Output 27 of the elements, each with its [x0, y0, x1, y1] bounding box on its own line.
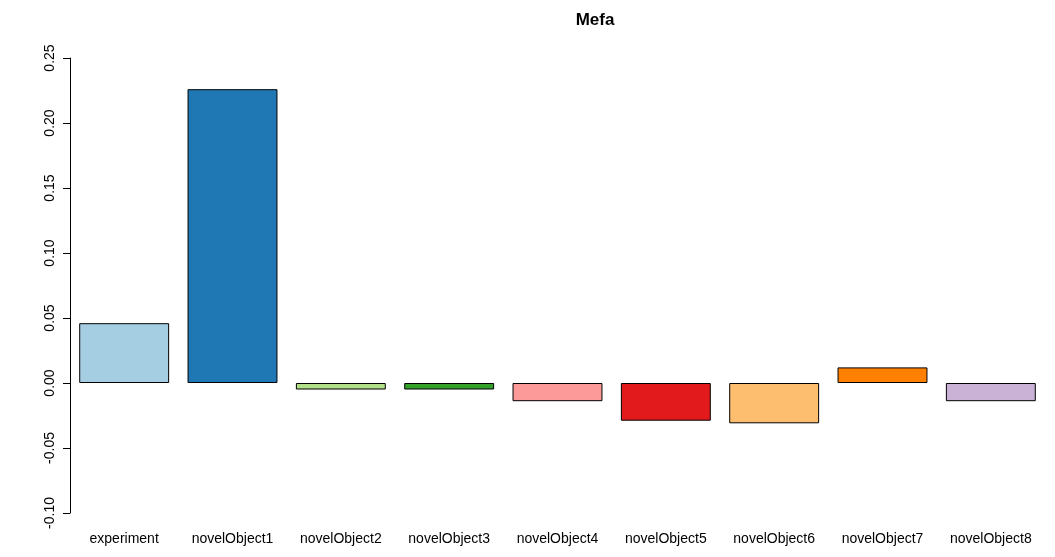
x-tick-label: novelObject2: [299, 530, 382, 546]
x-tick-label: novelObject5: [624, 530, 707, 546]
y-tick-label: 0.10: [41, 239, 57, 267]
bar: [620, 383, 711, 421]
x-tick-label: novelObject7: [841, 530, 924, 546]
chart-title: Mefa: [575, 10, 615, 29]
y-tick-label: -0.05: [41, 431, 57, 464]
x-tick-label: novelObject4: [516, 530, 599, 546]
x-tick-label: novelObject6: [733, 530, 816, 546]
y-tick-label: 0.00: [41, 369, 57, 397]
x-tick-label: novelObject8: [949, 530, 1032, 546]
y-tick-label: -0.10: [41, 496, 57, 529]
x-tick-label: novelObject1: [191, 530, 274, 546]
bar: [945, 383, 1036, 402]
y-tick-label: 0.05: [41, 304, 57, 332]
y-tick-label: 0.25: [41, 44, 57, 72]
x-tick-label: experiment: [89, 530, 159, 546]
bar: [512, 383, 603, 402]
y-tick-label: 0.15: [41, 174, 57, 202]
x-tick-label: novelObject3: [408, 530, 491, 546]
bar: [295, 383, 386, 390]
bar: [837, 367, 928, 383]
bar: [404, 383, 495, 390]
y-tick-label: 0.20: [41, 109, 57, 137]
bar: [729, 383, 820, 424]
bar: [187, 89, 278, 383]
bar: [79, 323, 170, 383]
